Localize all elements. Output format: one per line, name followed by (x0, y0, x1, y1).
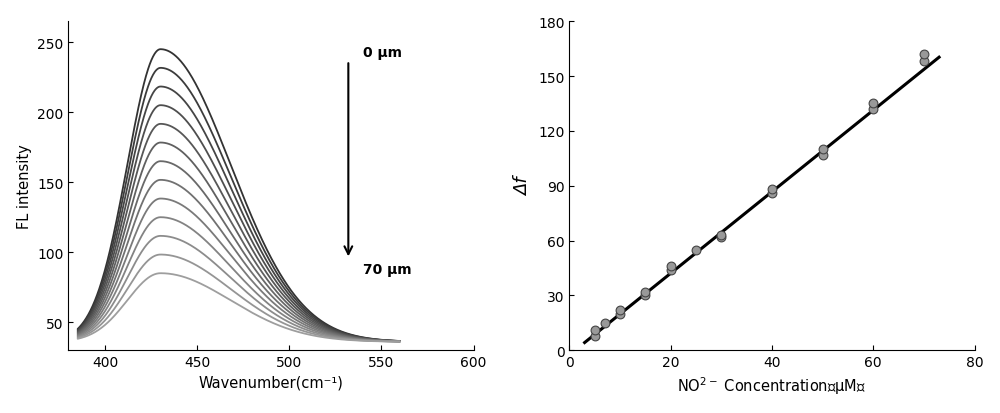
Point (815, 147, 831, 153)
Point (663, 263, 679, 270)
Point (815, 152, 831, 159)
Point (764, 187, 780, 193)
Point (865, 101, 881, 107)
Point (916, 59, 932, 66)
Text: 70 μm: 70 μm (363, 262, 412, 276)
Point (865, 106, 881, 113)
Point (587, 327, 603, 334)
Point (612, 311, 628, 317)
Point (688, 247, 704, 253)
Y-axis label: Δf: Δf (515, 177, 533, 196)
Point (713, 232, 729, 239)
Point (587, 332, 603, 339)
X-axis label: Wavenumber(cm⁻¹): Wavenumber(cm⁻¹) (199, 375, 343, 390)
Point (713, 234, 729, 241)
Point (637, 289, 653, 295)
Point (764, 190, 780, 197)
Point (916, 52, 932, 58)
Text: 0 μm: 0 μm (363, 46, 402, 60)
Point (612, 307, 628, 313)
Point (637, 292, 653, 299)
Y-axis label: FL intensity: FL intensity (17, 144, 32, 228)
X-axis label: NO$^{2-}$ Concentration（μM）: NO$^{2-}$ Concentration（μM） (677, 375, 867, 396)
Point (663, 267, 679, 273)
Point (597, 320, 613, 326)
